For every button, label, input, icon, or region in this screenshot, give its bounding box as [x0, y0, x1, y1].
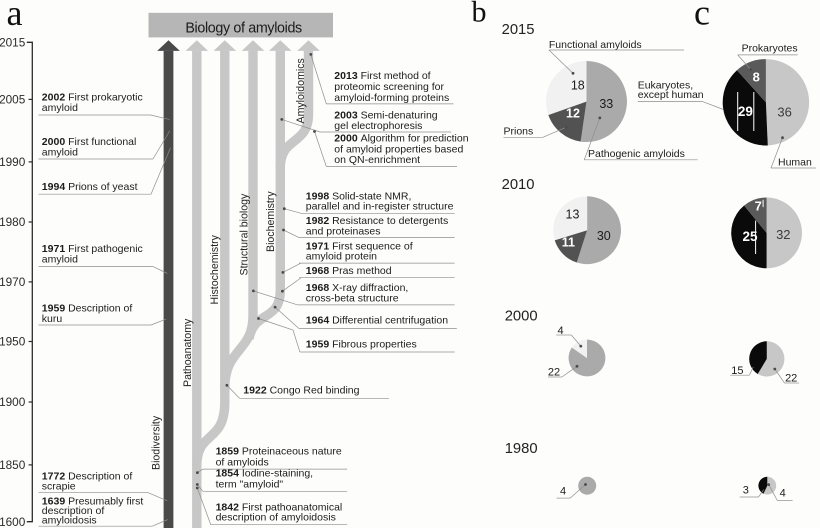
svg-text:2003 Semi-denaturing: 2003 Semi-denaturing — [334, 109, 437, 121]
svg-text:1980: 1980 — [0, 215, 26, 229]
svg-text:1842 First pathoanatomical: 1842 First pathoanatomical — [216, 501, 343, 513]
svg-text:30: 30 — [597, 229, 611, 243]
svg-text:1964 Differential centrifugati: 1964 Differential centrifugation — [306, 315, 448, 327]
svg-text:and proteinases: and proteinases — [306, 225, 381, 237]
svg-text:1854 Iodine-staining,: 1854 Iodine-staining, — [216, 468, 314, 480]
svg-text:cross-beta structure: cross-beta structure — [306, 293, 399, 305]
svg-text:2015: 2015 — [502, 22, 535, 38]
svg-text:25: 25 — [742, 229, 758, 244]
svg-text:Pathoanatomy: Pathoanatomy — [182, 318, 194, 387]
svg-text:b: b — [472, 0, 487, 29]
svg-text:proteomic screening for: proteomic screening for — [334, 81, 444, 93]
svg-text:4: 4 — [780, 488, 786, 500]
svg-text:amyloid-forming proteins: amyloid-forming proteins — [334, 92, 449, 104]
svg-text:1980: 1980 — [505, 441, 538, 457]
svg-text:amyloid protein: amyloid protein — [306, 251, 377, 263]
svg-text:term "amyloid": term "amyloid" — [216, 479, 284, 491]
svg-text:1922 Congo Red binding: 1922 Congo Red binding — [243, 385, 359, 397]
svg-text:2013 First method of: 2013 First method of — [334, 70, 430, 82]
svg-text:1971 First sequence of: 1971 First sequence of — [306, 240, 413, 252]
svg-text:amyloid: amyloid — [42, 147, 78, 159]
svg-text:Structural biology: Structural biology — [239, 193, 251, 276]
svg-text:4: 4 — [557, 325, 563, 337]
svg-text:1990: 1990 — [0, 155, 26, 169]
svg-text:15: 15 — [731, 365, 743, 377]
svg-text:description of: description of — [42, 505, 105, 517]
svg-text:22: 22 — [785, 373, 797, 385]
svg-text:Human: Human — [778, 156, 812, 168]
svg-text:3: 3 — [743, 485, 749, 497]
svg-text:amyloid: amyloid — [42, 102, 78, 114]
svg-text:2000 Algorithm for prediction: 2000 Algorithm for prediction — [334, 132, 468, 144]
svg-text:32: 32 — [776, 227, 790, 242]
svg-text:Histochemistry: Histochemistry — [209, 234, 221, 304]
svg-text:18: 18 — [571, 78, 585, 92]
svg-text:36: 36 — [777, 105, 791, 120]
svg-text:Eukaryotes,: Eukaryotes, — [638, 79, 693, 91]
svg-text:Pathogenic amyloids: Pathogenic amyloids — [588, 148, 685, 160]
svg-text:1968 X-ray diffraction,: 1968 X-ray diffraction, — [306, 282, 409, 294]
svg-text:scrapie: scrapie — [42, 481, 76, 493]
svg-text:33: 33 — [599, 97, 613, 111]
svg-text:1970: 1970 — [0, 275, 26, 289]
svg-text:1950: 1950 — [0, 335, 26, 349]
svg-text:Biology of amyloids: Biology of amyloids — [185, 21, 302, 37]
svg-text:a: a — [7, 0, 23, 33]
svg-text:4: 4 — [560, 486, 566, 498]
svg-text:1998 Solid-state NMR,: 1998 Solid-state NMR, — [306, 190, 412, 202]
svg-text:2002 First prokaryotic: 2002 First prokaryotic — [42, 92, 143, 104]
svg-text:gel electrophoresis: gel electrophoresis — [334, 120, 422, 132]
svg-text:2000: 2000 — [505, 309, 538, 325]
svg-text:Prokaryotes: Prokaryotes — [742, 43, 798, 55]
svg-text:29: 29 — [738, 104, 753, 119]
svg-text:1959 Fibrous properties: 1959 Fibrous properties — [306, 339, 417, 351]
svg-text:of amyloid properties based: of amyloid properties based — [334, 143, 463, 155]
svg-text:1850: 1850 — [0, 458, 26, 472]
svg-text:description of amyloidosis: description of amyloidosis — [216, 512, 336, 524]
svg-text:amyloid: amyloid — [42, 254, 78, 266]
svg-text:1639 Presumably first: 1639 Presumably first — [42, 495, 144, 507]
svg-text:amyloidosis: amyloidosis — [42, 514, 97, 526]
svg-text:Amyloidomics: Amyloidomics — [295, 58, 307, 123]
svg-text:1959 Description of: 1959 Description of — [42, 302, 133, 314]
svg-text:kuru: kuru — [42, 313, 63, 325]
svg-text:1982 Resistance to detergents: 1982 Resistance to detergents — [306, 215, 448, 227]
svg-text:Prions: Prions — [504, 126, 534, 138]
svg-text:1900: 1900 — [0, 395, 26, 409]
svg-text:11: 11 — [562, 236, 575, 250]
svg-text:Biochemistry: Biochemistry — [265, 191, 277, 252]
svg-text:2005: 2005 — [0, 93, 26, 107]
svg-text:1968 Pras method: 1968 Pras method — [306, 265, 392, 277]
svg-text:12: 12 — [566, 106, 580, 120]
svg-text:2000 First functional: 2000 First functional — [42, 136, 137, 148]
svg-text:22: 22 — [548, 366, 560, 378]
svg-text:7: 7 — [755, 198, 762, 213]
svg-text:on QN-enrichment: on QN-enrichment — [334, 154, 420, 166]
svg-text:2010: 2010 — [502, 177, 535, 193]
svg-text:1971 First pathogenic: 1971 First pathogenic — [42, 243, 143, 255]
svg-text:8: 8 — [753, 69, 760, 84]
svg-text:Biodiversity: Biodiversity — [151, 415, 163, 470]
svg-text:1994 Prions of yeast: 1994 Prions of yeast — [42, 181, 138, 193]
svg-text:1600: 1600 — [0, 515, 26, 528]
svg-text:1859 Proteinaceous nature: 1859 Proteinaceous nature — [216, 446, 342, 458]
svg-text:except human: except human — [638, 89, 704, 101]
svg-text:parallel and in-register struc: parallel and in-register structure — [306, 201, 454, 213]
svg-text:of amyloids: of amyloids — [216, 457, 269, 469]
svg-text:c: c — [694, 0, 710, 33]
svg-text:1772 Description of: 1772 Description of — [42, 470, 133, 482]
svg-text:Functional amyloids: Functional amyloids — [549, 39, 642, 51]
svg-text:2015: 2015 — [0, 35, 26, 49]
svg-text:13: 13 — [566, 208, 580, 222]
